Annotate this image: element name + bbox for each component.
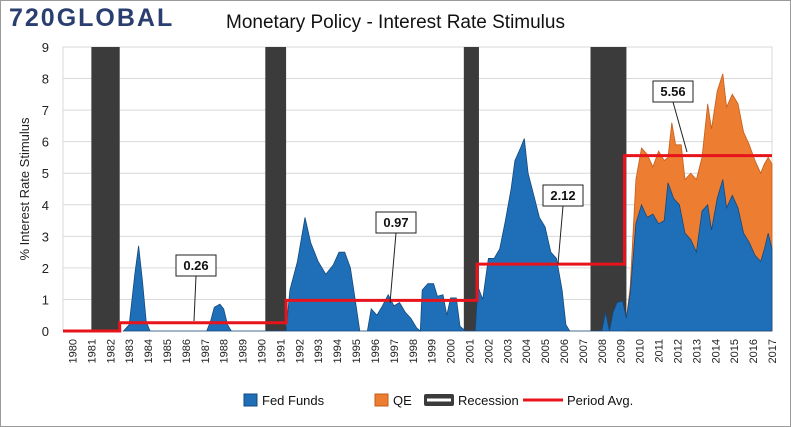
x-tick-label: 1984	[143, 339, 155, 363]
x-tick-label: 2017	[767, 339, 779, 363]
x-tick-label: 1994	[332, 339, 344, 363]
x-tick-label: 2005	[540, 339, 552, 363]
x-tick-label: 2004	[521, 339, 533, 363]
x-tick-label: 1999	[427, 339, 439, 363]
x-tick-label: 2006	[559, 339, 571, 363]
x-tick-label: 2009	[616, 339, 628, 363]
y-tick-label: 8	[42, 72, 49, 87]
x-tick-label: 1982	[105, 339, 117, 363]
fed-funds-area	[122, 138, 773, 332]
x-tick-label: 1987	[200, 339, 212, 363]
x-tick-label: 1996	[370, 339, 382, 363]
x-tick-label: 2014	[710, 339, 722, 363]
x-tick-label: 1988	[219, 339, 231, 363]
y-tick-label: 9	[42, 40, 49, 55]
chart-title: Monetary Policy - Interest Rate Stimulus	[226, 12, 565, 33]
callout-label: 2.12	[550, 188, 575, 203]
recession-bar	[91, 47, 120, 331]
y-tick-label: 7	[42, 103, 49, 118]
y-axis-label: % Interest Rate Stimulus	[17, 117, 32, 261]
callout-0.97: 0.97	[375, 211, 417, 304]
x-tick-label: 2013	[691, 339, 703, 363]
x-tick-label: 1986	[181, 339, 193, 363]
brand-logo: 720GLOBAL	[9, 4, 175, 32]
legend-label: Period Avg.	[567, 393, 633, 408]
callout-leader	[193, 275, 197, 322]
recession-bar	[265, 47, 287, 331]
callout-label: 5.56	[660, 84, 685, 99]
x-tick-label: 2016	[748, 339, 760, 363]
x-tick-label: 2001	[464, 339, 476, 363]
y-tick-label: 5	[42, 166, 49, 181]
recession-bar	[590, 47, 627, 331]
x-tick-label: 2012	[672, 339, 684, 363]
callout-box	[652, 80, 694, 103]
x-tick-label: 2010	[635, 339, 647, 363]
y-tick-label: 3	[42, 229, 49, 244]
callout-label: 0.26	[183, 258, 208, 273]
x-tick-label: 1998	[408, 339, 420, 363]
callout-leader	[672, 101, 688, 153]
callout-5.56: 5.56	[652, 80, 694, 153]
y-tick-label: 6	[42, 135, 49, 150]
x-tick-label: 2011	[654, 339, 666, 363]
x-tick-label: 1981	[86, 339, 98, 363]
legend-swatch	[374, 393, 389, 407]
y-tick-label: 1	[42, 292, 49, 307]
legend-swatch	[243, 393, 258, 407]
x-tick-label: 1980	[67, 339, 79, 363]
x-tick-label: 2015	[729, 339, 741, 363]
x-tick-label: 1997	[389, 339, 401, 363]
x-tick-label: 1993	[313, 339, 325, 363]
x-tick-label: 1995	[351, 339, 363, 363]
callout-box	[175, 254, 217, 277]
x-tick-label: 1985	[162, 339, 174, 363]
x-tick-label: 2002	[483, 339, 495, 363]
y-tick-label: 2	[42, 261, 49, 276]
x-tick-label: 1989	[238, 339, 250, 363]
x-tick-label: 1983	[124, 339, 136, 363]
recession-bar	[463, 47, 479, 331]
y-tick-label: 0	[42, 324, 49, 339]
x-tick-label: 2008	[597, 339, 609, 363]
legend: Fed Funds QE Recession Period Avg.	[243, 393, 633, 408]
x-tick-label: 1991	[275, 339, 287, 363]
x-tick-label: 2000	[446, 339, 458, 363]
legend-label: Recession	[458, 393, 519, 408]
x-tick-label: 2007	[578, 339, 590, 363]
callout-2.12: 2.12	[542, 184, 584, 265]
callout-box	[375, 211, 417, 234]
y-tick-label: 4	[42, 198, 49, 213]
callout-leader	[557, 205, 564, 265]
callout-box	[542, 184, 584, 207]
x-tick-label: 1990	[257, 339, 269, 363]
legend-label: QE	[393, 393, 412, 408]
legend-label: Fed Funds	[262, 393, 325, 408]
callout-leader	[389, 232, 397, 304]
callout-label: 0.97	[383, 215, 408, 230]
callout-0.26: 0.26	[175, 254, 217, 322]
period-avg-line	[63, 154, 772, 333]
x-tick-label: 2003	[502, 339, 514, 363]
x-tick-label: 1992	[294, 339, 306, 363]
